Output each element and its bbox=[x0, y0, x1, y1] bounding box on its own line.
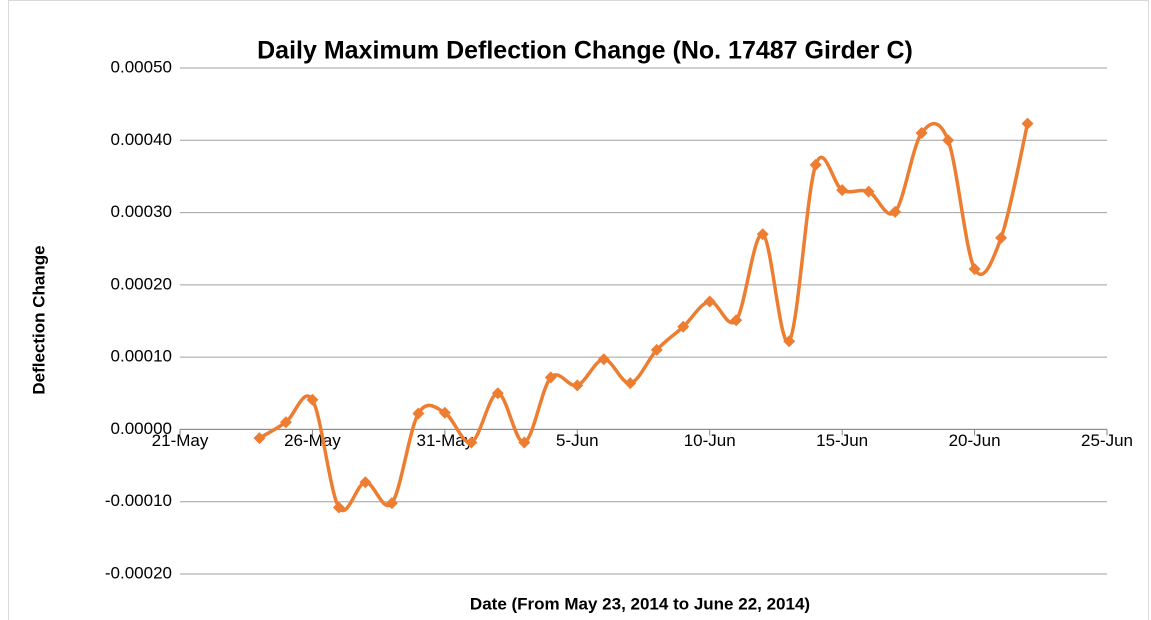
data-point bbox=[650, 343, 663, 356]
y-tick-label: 0.00020 bbox=[111, 274, 172, 293]
chart-border bbox=[8, 0, 1149, 620]
x-tick-label: 10-Jun bbox=[684, 431, 736, 450]
data-point bbox=[677, 320, 690, 333]
data-point bbox=[571, 379, 584, 392]
data-point bbox=[942, 134, 955, 147]
data-point bbox=[253, 432, 266, 445]
data-point bbox=[597, 353, 610, 366]
data-point bbox=[809, 158, 822, 171]
y-tick-label: 0.00010 bbox=[111, 347, 172, 366]
y-tick-label: -0.00020 bbox=[105, 563, 172, 582]
y-axis-label: Deflection Change bbox=[29, 245, 48, 394]
data-point bbox=[915, 127, 928, 140]
y-tick-label: 0.00040 bbox=[111, 130, 172, 149]
data-point bbox=[783, 335, 796, 348]
data-point bbox=[332, 501, 345, 514]
data-point bbox=[359, 476, 372, 489]
data-point bbox=[306, 393, 319, 406]
data-point bbox=[518, 436, 531, 449]
data-point bbox=[862, 185, 875, 198]
y-tick-label: -0.00010 bbox=[105, 491, 172, 510]
data-point bbox=[624, 377, 637, 390]
chart-title: Daily Maximum Deflection Change (No. 174… bbox=[257, 37, 913, 65]
y-tick-label: 0.00000 bbox=[111, 419, 172, 438]
x-tick-label: 25-Jun bbox=[1081, 431, 1133, 450]
x-axis-label: Date (From May 23, 2014 to June 22, 2014… bbox=[470, 594, 810, 613]
data-point bbox=[968, 262, 981, 275]
y-tick-label: 0.00030 bbox=[111, 202, 172, 221]
x-tick-label: 21-May bbox=[152, 431, 209, 450]
data-point bbox=[279, 416, 292, 429]
y-tick-label: 0.00050 bbox=[111, 57, 172, 76]
data-point bbox=[465, 436, 478, 449]
data-point bbox=[385, 497, 398, 510]
x-tick-label: 5-Jun bbox=[556, 431, 599, 450]
data-point bbox=[703, 295, 716, 308]
x-tick-label: 15-Jun bbox=[816, 431, 868, 450]
data-point bbox=[438, 406, 451, 419]
data-point bbox=[491, 387, 504, 400]
data-point bbox=[756, 228, 769, 241]
data-point bbox=[730, 314, 743, 327]
data-point bbox=[836, 184, 849, 197]
data-point bbox=[412, 407, 425, 420]
series-line bbox=[258, 121, 1030, 513]
data-point bbox=[889, 205, 902, 218]
x-tick-label: 26-May bbox=[284, 431, 341, 450]
data-point bbox=[544, 371, 557, 384]
data-point bbox=[1021, 117, 1034, 130]
x-tick-label: 20-Jun bbox=[949, 431, 1001, 450]
data-point bbox=[995, 231, 1008, 244]
